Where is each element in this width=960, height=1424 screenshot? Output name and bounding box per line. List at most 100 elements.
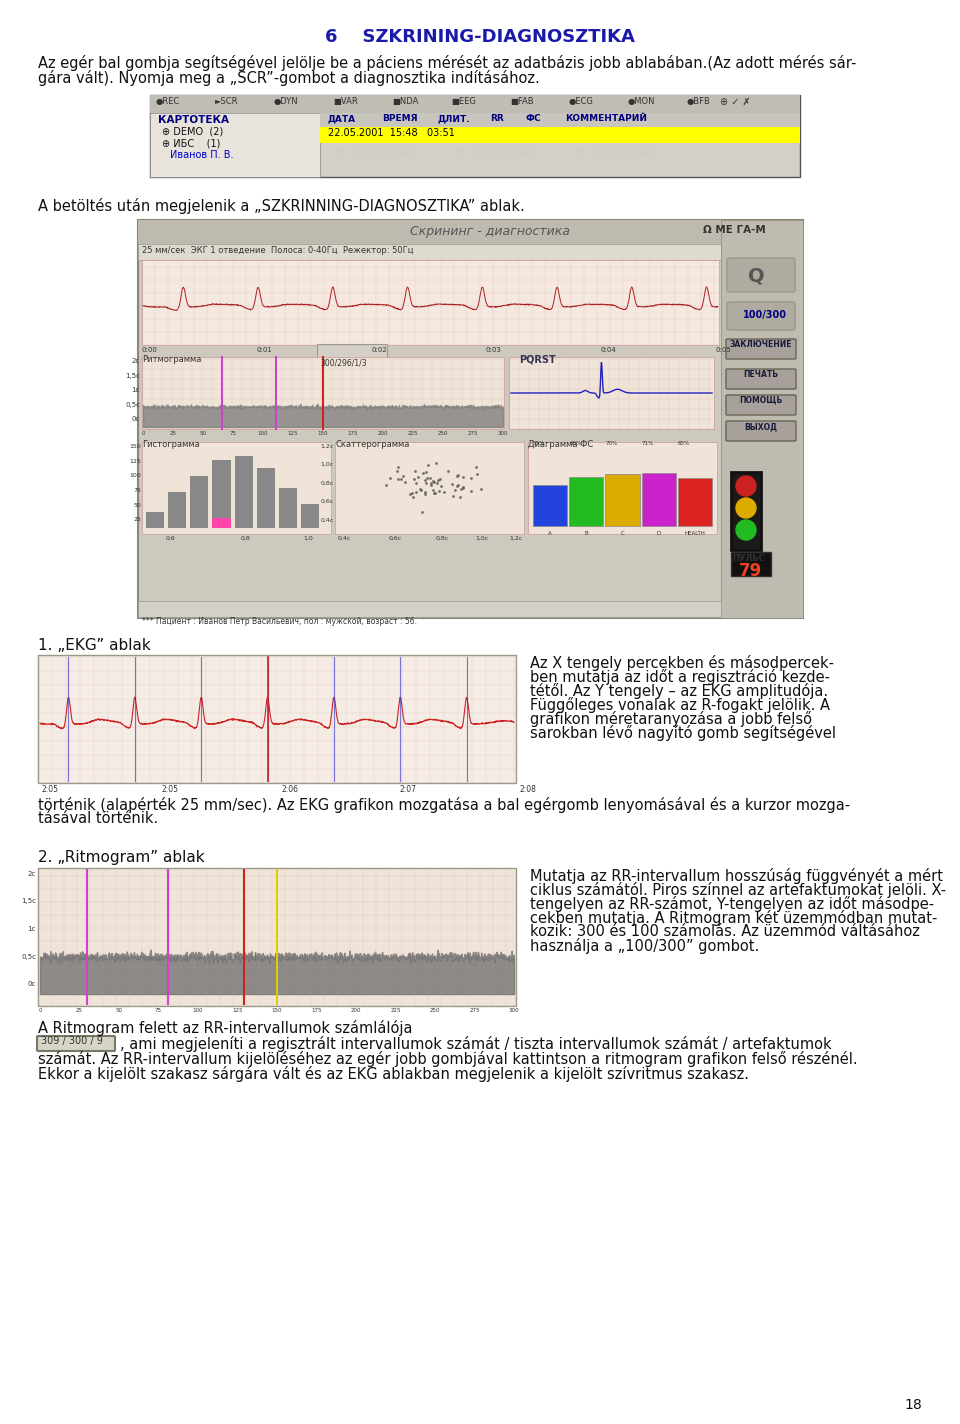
Bar — [641, 473, 676, 525]
Text: 1,2c: 1,2c — [321, 444, 334, 449]
Text: 100: 100 — [130, 473, 141, 478]
Text: ПУЛЬС: ПУЛЬС — [732, 554, 765, 562]
Text: tétől. Az Y tengely – az EKG amplitudója.: tétől. Az Y tengely – az EKG amplitudója… — [530, 684, 828, 699]
Text: 0,6: 0,6 — [165, 535, 176, 541]
Text: 125: 125 — [130, 459, 141, 464]
Text: 300: 300 — [497, 431, 508, 436]
Text: 0,5c: 0,5c — [21, 954, 36, 960]
Text: ⊕ DEMO  (2): ⊕ DEMO (2) — [162, 127, 224, 137]
Text: 1,0c: 1,0c — [321, 463, 334, 467]
Text: 150: 150 — [130, 444, 141, 449]
Text: 0:02: 0:02 — [372, 347, 387, 353]
Text: 2:06: 2:06 — [281, 785, 298, 795]
Bar — [146, 513, 164, 528]
Bar — [731, 471, 761, 550]
Bar — [278, 488, 297, 528]
Text: 0c: 0c — [132, 416, 140, 422]
Text: 225: 225 — [408, 431, 419, 436]
Text: 125: 125 — [288, 431, 299, 436]
Text: 275: 275 — [468, 431, 478, 436]
Text: 2. „Ritmogram” ablak: 2. „Ritmogram” ablak — [38, 850, 204, 864]
Bar — [38, 869, 516, 1005]
Text: gára vált). Nyomja meg a „SCR”-gombot a diagnosztika indításához.: gára vált). Nyomja meg a „SCR”-gombot a … — [38, 70, 540, 85]
Text: ciklus számától. Piros színnel az artefaktumokat jelöli. X-: ciklus számától. Piros színnel az artefa… — [530, 881, 947, 899]
Bar — [509, 357, 714, 429]
Circle shape — [736, 498, 756, 518]
Text: 71%: 71% — [641, 441, 654, 446]
Text: ДЛИТ.: ДЛИТ. — [438, 114, 470, 122]
Text: 22.05.2001  15:48   03:51: 22.05.2001 15:48 03:51 — [328, 128, 455, 138]
Text: 0,8c: 0,8c — [321, 481, 334, 486]
Bar — [320, 127, 800, 142]
Text: 1,0c: 1,0c — [476, 535, 489, 541]
Circle shape — [736, 520, 756, 540]
Text: D: D — [657, 531, 660, 535]
Text: 175: 175 — [311, 1008, 322, 1012]
Text: tásával történik.: tásával történik. — [38, 812, 158, 826]
Text: ⊕ ИБС    (1): ⊕ ИБС (1) — [162, 138, 221, 148]
Text: ■VAR: ■VAR — [333, 97, 358, 105]
Text: cekben mutatja. A Ritmogram két üzemmódban mutat-: cekben mutatja. A Ritmogram két üzemmódb… — [530, 910, 937, 926]
FancyBboxPatch shape — [726, 422, 796, 441]
Text: ФС: ФС — [525, 114, 540, 122]
Text: Диаграмма ФС: Диаграмма ФС — [528, 440, 593, 449]
Text: A: A — [548, 531, 552, 535]
Text: 1,2c: 1,2c — [510, 535, 523, 541]
Bar — [150, 95, 800, 177]
Text: Mutatja az RR-intervallum hosszúság függvényét a mért: Mutatja az RR-intervallum hosszúság függ… — [530, 869, 943, 884]
Text: *** Пациент : Иванов Петр Васильевич, пол : мужской, возраст : 56.: *** Пациент : Иванов Петр Васильевич, по… — [142, 617, 417, 627]
Text: Ритмограмма: Ритмограмма — [142, 355, 202, 365]
Text: 100: 100 — [193, 1008, 204, 1012]
Text: 250: 250 — [438, 431, 448, 436]
FancyBboxPatch shape — [726, 394, 796, 414]
Text: ЗАКЛЮЧЕНИЕ: ЗАКЛЮЧЕНИЕ — [730, 340, 792, 349]
Text: A betöltés után megjelenik a „SZKRINNING-DIAGNOSZTIKA” ablak.: A betöltés után megjelenik a „SZKRINNING… — [38, 198, 525, 214]
Bar — [142, 357, 504, 429]
Text: 0,4c: 0,4c — [321, 517, 334, 523]
Text: © Omega-M: © Omega-M — [455, 147, 532, 159]
Text: 175: 175 — [348, 431, 358, 436]
FancyBboxPatch shape — [726, 339, 796, 359]
Text: 1,5c: 1,5c — [125, 373, 140, 379]
Text: grafikon méretaranyozása a jobb felső: grafikon méretaranyozása a jobb felső — [530, 711, 812, 728]
Text: 0,6c: 0,6c — [389, 535, 402, 541]
Text: 75: 75 — [229, 431, 236, 436]
Text: 0:04: 0:04 — [600, 347, 616, 353]
Text: 100/300: 100/300 — [743, 310, 787, 320]
Text: használja a „100/300” gombot.: használja a „100/300” gombot. — [530, 938, 759, 954]
Text: ben mutatja az időt a regisztráció kezde-: ben mutatja az időt a regisztráció kezde… — [530, 669, 830, 685]
Text: PQRST: PQRST — [519, 355, 556, 365]
Text: ●DYN: ●DYN — [274, 97, 299, 105]
Text: Ω МЕ ГА-М: Ω МЕ ГА-М — [703, 225, 766, 235]
Text: 0:05: 0:05 — [715, 347, 731, 353]
Bar — [142, 441, 331, 534]
Text: 1,5c: 1,5c — [21, 899, 36, 904]
Text: ●ECG: ●ECG — [569, 97, 594, 105]
Text: 0c: 0c — [28, 981, 36, 987]
Text: ВЫХОД: ВЫХОД — [745, 422, 778, 431]
Bar — [142, 261, 719, 345]
Text: ПЕЧАТЬ: ПЕЧАТЬ — [743, 370, 779, 379]
FancyBboxPatch shape — [727, 258, 795, 292]
Bar — [150, 112, 320, 177]
Text: 1. „EKG” ablak: 1. „EKG” ablak — [38, 638, 151, 654]
Text: 1c: 1c — [28, 926, 36, 931]
Text: C: C — [620, 531, 624, 535]
Text: 25: 25 — [133, 517, 141, 523]
Text: 66%: 66% — [569, 441, 582, 446]
Text: 55%: 55% — [533, 441, 545, 446]
Text: 2:07: 2:07 — [400, 785, 417, 795]
Bar — [138, 219, 803, 244]
Text: 1,0: 1,0 — [303, 535, 313, 541]
Text: 0: 0 — [38, 1008, 41, 1012]
Text: 225: 225 — [391, 1008, 400, 1012]
Text: 275: 275 — [469, 1008, 480, 1012]
Text: 125: 125 — [232, 1008, 243, 1012]
Text: ►SCR: ►SCR — [215, 97, 238, 105]
FancyBboxPatch shape — [727, 302, 795, 330]
Text: Ekkor a kijelölt szakasz sárgára vált és az EKG ablakban megjelenik a kijelölt s: Ekkor a kijelölt szakasz sárgára vált és… — [38, 1067, 749, 1082]
Text: 75: 75 — [155, 1008, 162, 1012]
Text: 0,8: 0,8 — [241, 535, 251, 541]
FancyBboxPatch shape — [726, 369, 796, 389]
Text: КОММЕНТАРИЙ: КОММЕНТАРИЙ — [565, 114, 647, 122]
